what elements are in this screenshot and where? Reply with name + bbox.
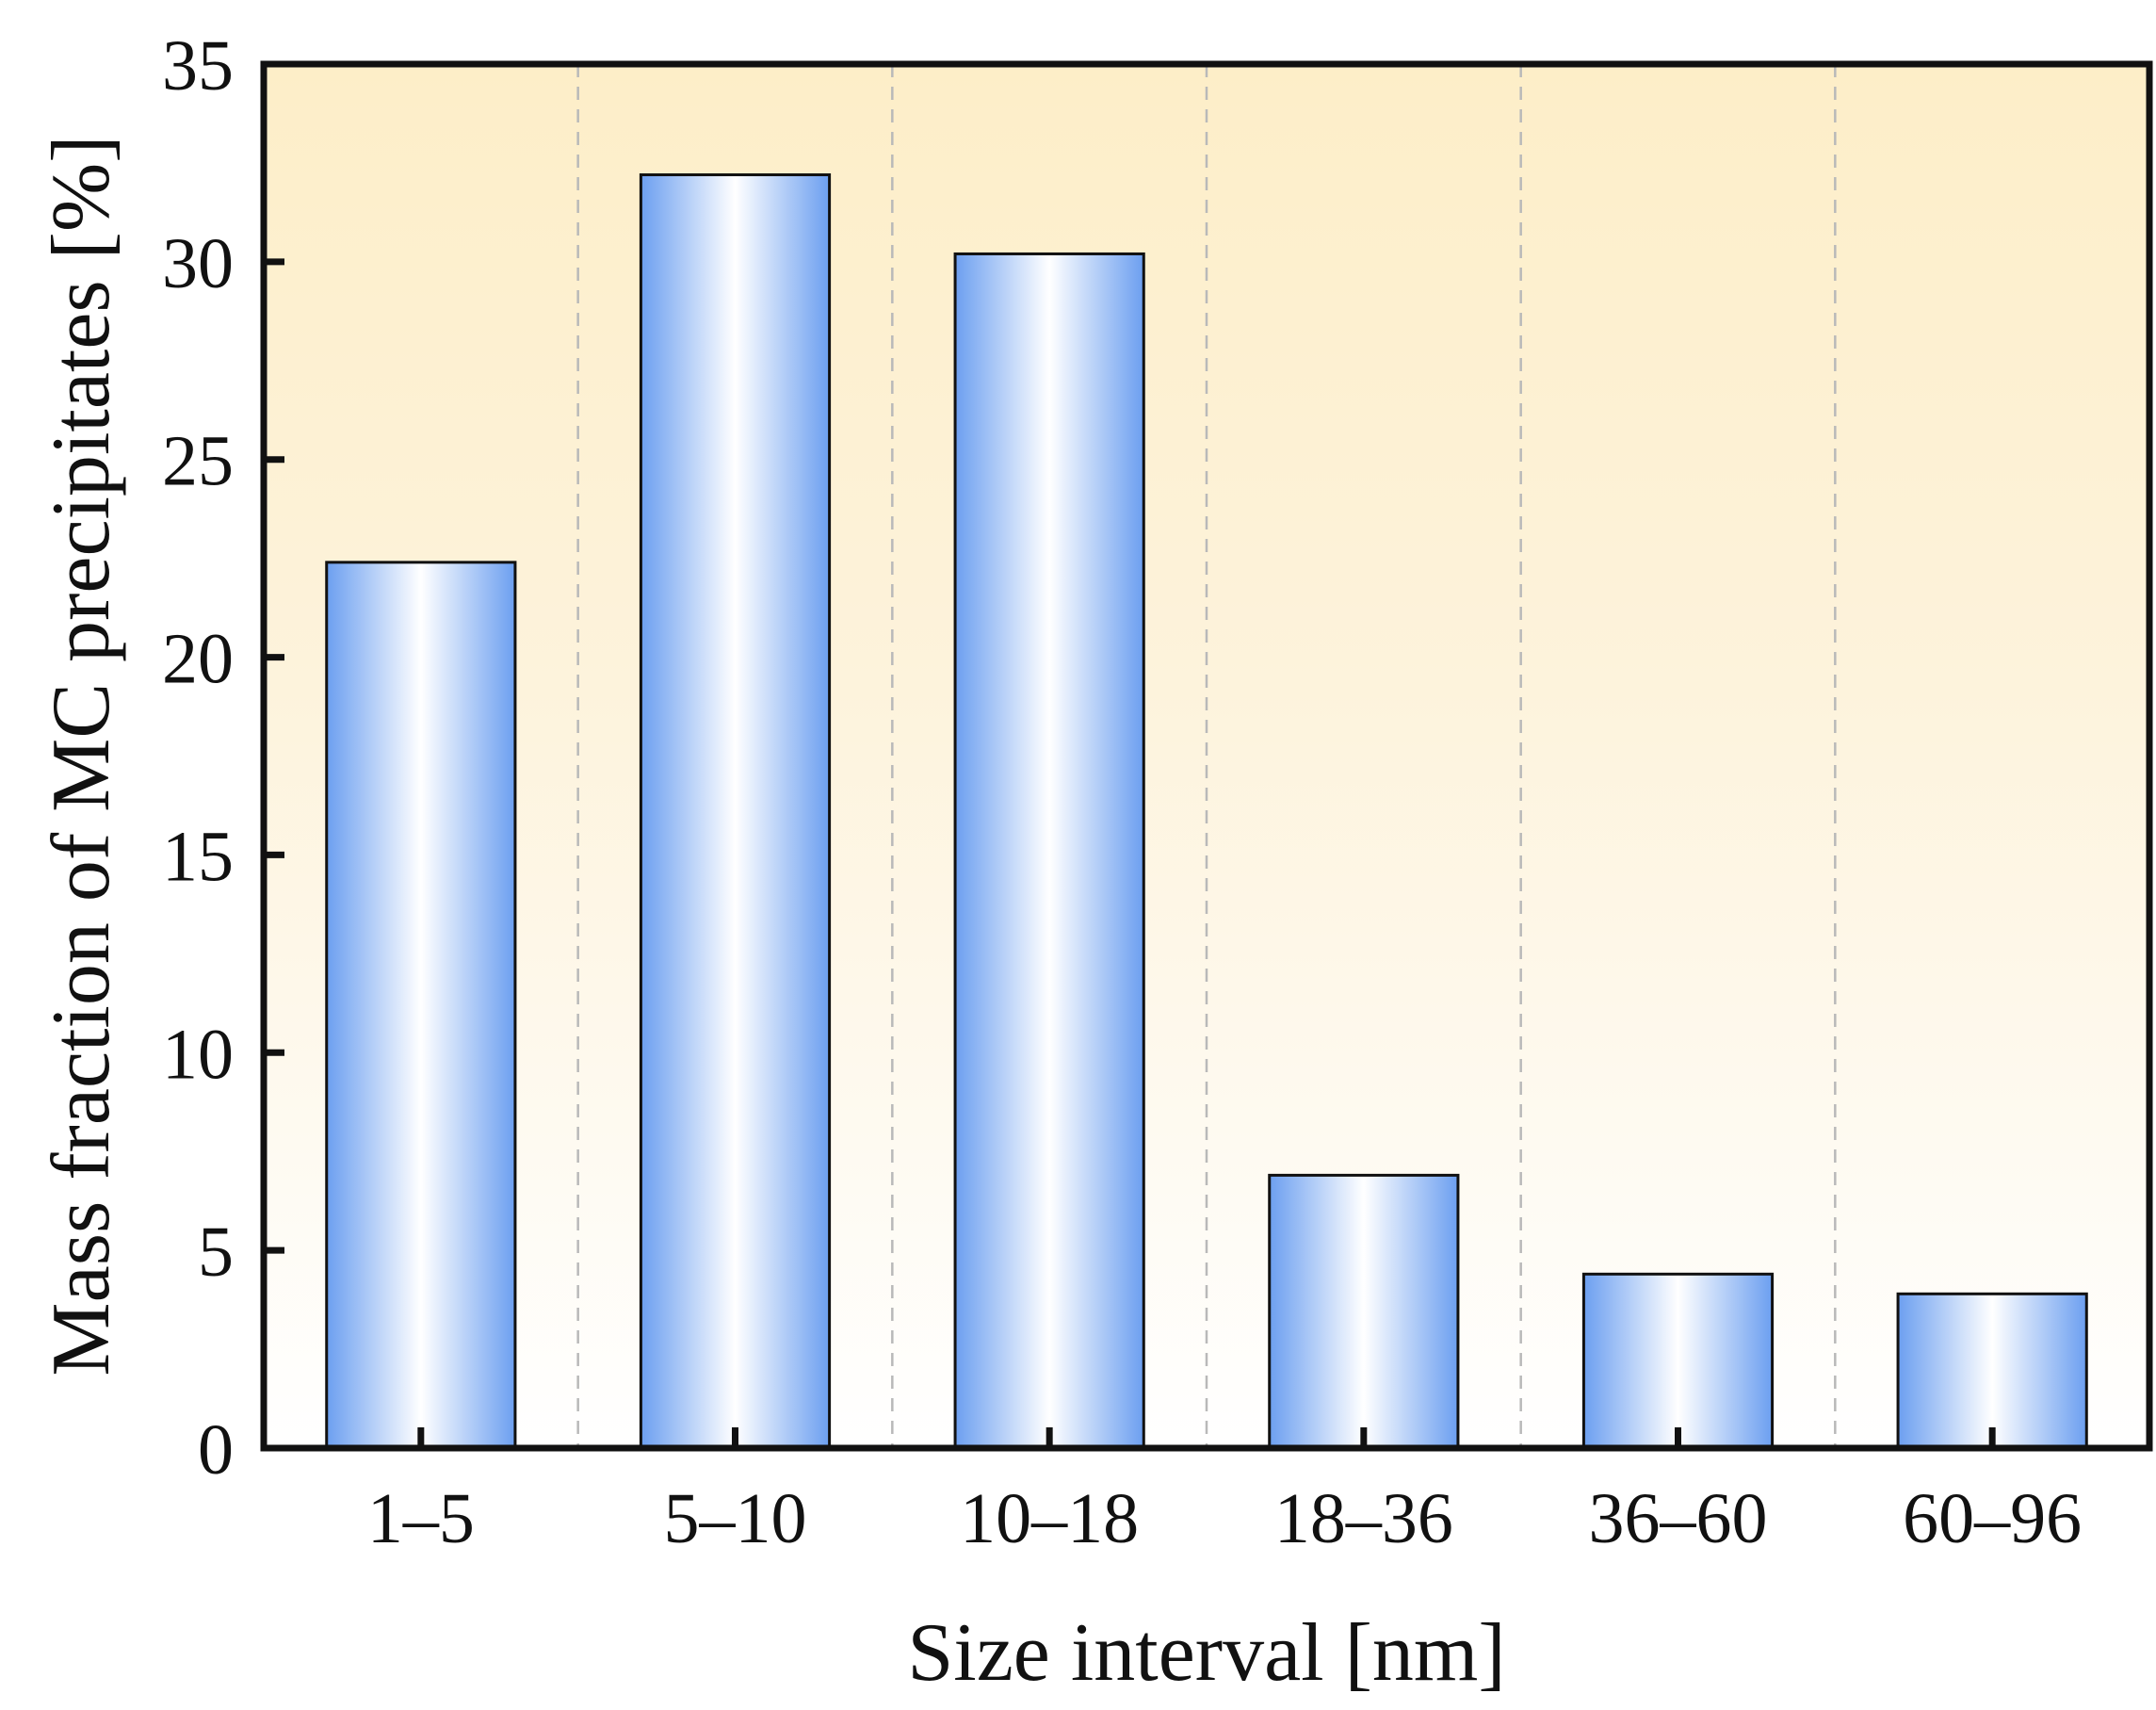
- y-tick-labels: 0 5 10 15 20 25 30 35: [162, 26, 234, 1490]
- bars: [325, 173, 2088, 1450]
- plot-frame: [260, 60, 2153, 1452]
- x-tick-label-5: 36–60: [1589, 1479, 1768, 1558]
- y-tick-label-4: 20: [162, 620, 234, 699]
- x-tick-label-3: 10–18: [960, 1479, 1139, 1558]
- x-tick-label-6: 60–96: [1903, 1479, 2082, 1558]
- x-axis-title: Size interval [nm]: [907, 1607, 1505, 1699]
- y-tick-label-3: 15: [162, 817, 234, 896]
- y-tick-label-1: 5: [198, 1213, 234, 1292]
- bar-2: [639, 173, 832, 1450]
- y-tick-label-7: 35: [162, 26, 234, 106]
- y-tick-label-5: 25: [162, 422, 234, 501]
- bar-6: [1896, 1292, 2088, 1450]
- y-tick-label-0: 0: [198, 1410, 234, 1490]
- x-tick-label-1: 1–5: [367, 1479, 475, 1558]
- x-tick-label-2: 5–10: [664, 1479, 807, 1558]
- bar-5: [1581, 1272, 1775, 1450]
- axis-ticks: [264, 60, 1996, 1452]
- y-axis-title: Mass fraction of MC precipitates [%]: [36, 135, 127, 1376]
- bar-1: [325, 561, 517, 1450]
- x-tick-label-4: 18–36: [1274, 1479, 1453, 1558]
- y-tick-label-6: 30: [162, 224, 234, 303]
- bar-3: [953, 252, 1145, 1450]
- x-tick-labels: 1–5 5–10 10–18 18–36 36–60 60–96: [367, 1479, 2082, 1558]
- bar-4: [1268, 1173, 1460, 1450]
- y-tick-label-2: 10: [162, 1015, 234, 1094]
- gridlines: [576, 64, 1837, 1448]
